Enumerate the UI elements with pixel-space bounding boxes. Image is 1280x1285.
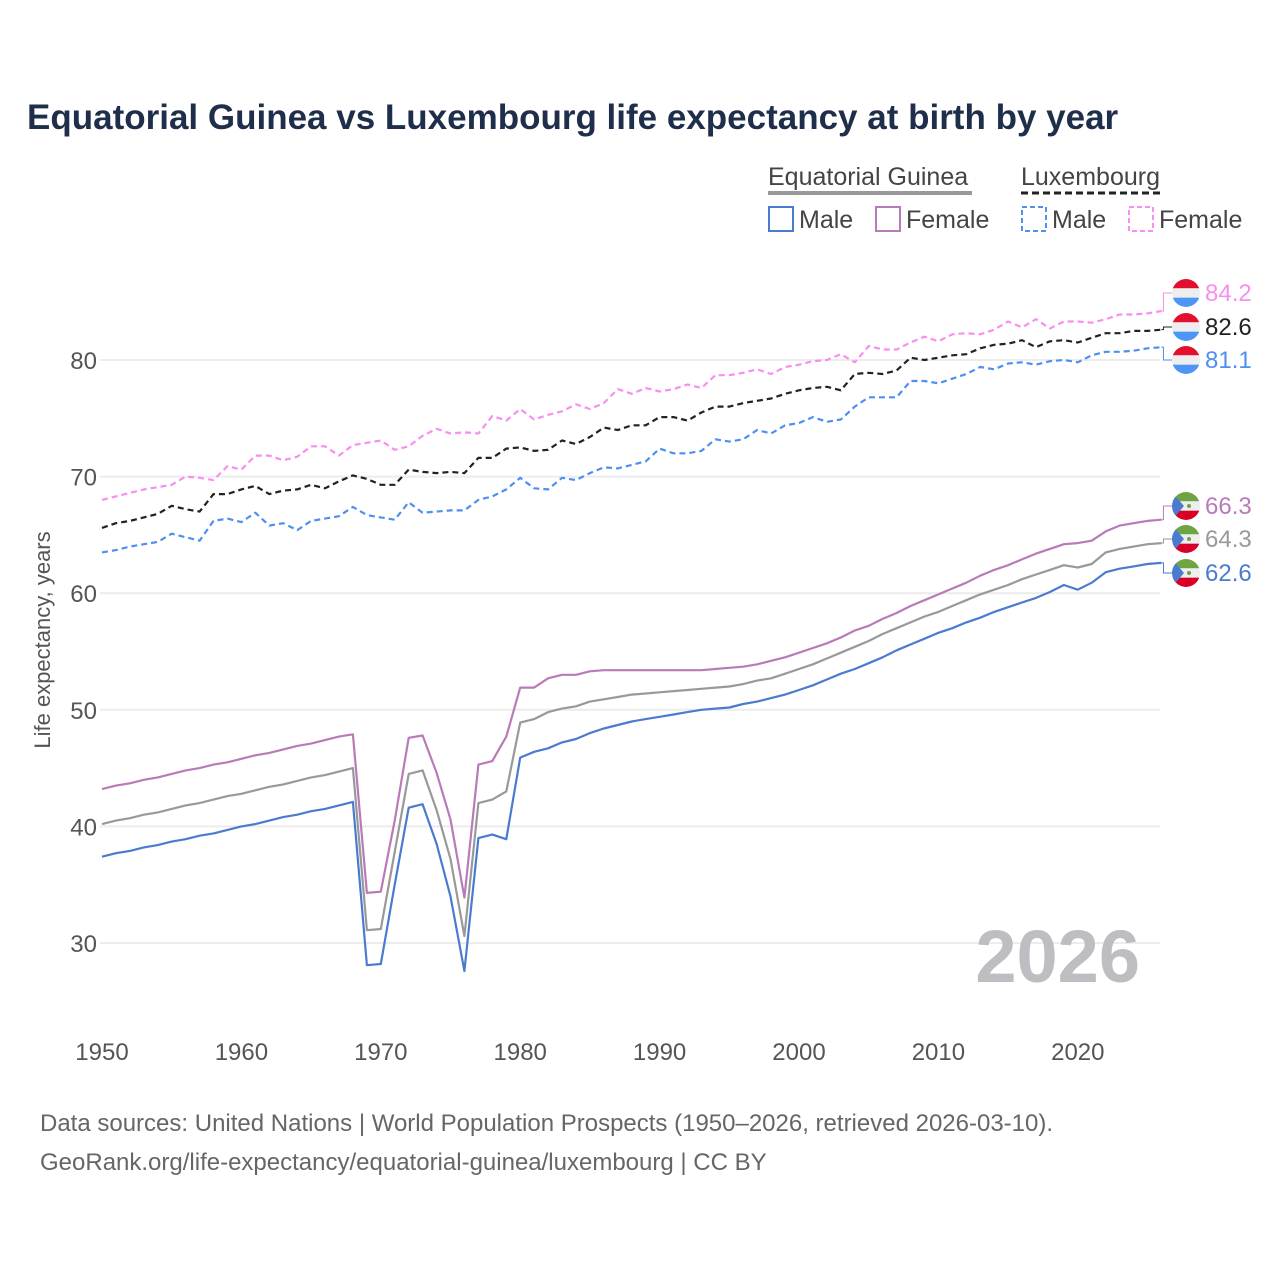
end-value-label: 84.2	[1205, 280, 1252, 307]
x-tick-label: 2000	[772, 1039, 825, 1066]
legend-label-lux-female[interactable]: Female	[1159, 206, 1242, 234]
x-tick-label: 1960	[215, 1039, 268, 1066]
end-value-label: 82.6	[1205, 314, 1252, 341]
y-tick-label: 80	[70, 348, 97, 375]
end-label-connector	[1161, 562, 1172, 574]
end-value-label: 66.3	[1205, 493, 1252, 520]
legend-swatch-lux-male	[1021, 206, 1047, 232]
luxembourg-flag-icon	[1172, 313, 1200, 341]
source-line-2[interactable]: GeoRank.org/life-expectancy/equatorial-g…	[40, 1149, 767, 1176]
end-label-connector	[1161, 346, 1172, 361]
x-tick-label: 1990	[633, 1039, 686, 1066]
end-label-connector	[1161, 292, 1172, 312]
y-axis-label: Life expectancy, years	[30, 531, 55, 748]
gridlines	[100, 359, 1160, 944]
end-label-connector	[1161, 505, 1172, 521]
series-line-equatorial-guinea	[101, 542, 1162, 938]
y-tick-label: 60	[70, 581, 97, 608]
y-tick-label: 50	[70, 698, 97, 725]
series-lines	[101, 309, 1162, 973]
year-watermark: 2026	[975, 915, 1140, 998]
luxembourg-flag-icon	[1172, 346, 1200, 374]
x-tick-label: 1970	[354, 1039, 407, 1066]
legend-swatch-lux-female	[1128, 206, 1154, 232]
legend: Equatorial Guinea Luxembourg Male Female…	[768, 163, 1242, 234]
y-tick-label: 30	[70, 931, 97, 958]
legend-label-eq-female[interactable]: Female	[906, 206, 989, 234]
legend-label-eq-male[interactable]: Male	[799, 206, 853, 234]
legend-swatch-eq-female	[875, 206, 901, 232]
x-tick-label: 2020	[1051, 1039, 1104, 1066]
end-value-label: 62.6	[1205, 560, 1252, 587]
x-tick-label: 1950	[75, 1039, 128, 1066]
chart-title: Equatorial Guinea vs Luxembourg life exp…	[27, 98, 1119, 137]
luxembourg-flag-icon	[1172, 279, 1200, 307]
series-line-equatorial-guinea-female	[101, 518, 1162, 899]
series-line-luxembourg-female	[101, 309, 1162, 501]
series-line-luxembourg	[101, 328, 1162, 529]
end-value-label: 64.3	[1205, 526, 1252, 553]
equatorial-guinea-flag-icon	[1172, 525, 1200, 553]
y-axis-ticks: 30 40 50 60 70 80	[70, 348, 97, 958]
source-line-1: Data sources: United Nations | World Pop…	[40, 1110, 1053, 1137]
legend-swatch-eq-male	[768, 206, 794, 232]
x-axis-ticks: 1950 1960 1970 1980 1990 2000 2010 2020	[75, 1039, 1104, 1066]
legend-group-equatorial-guinea[interactable]: Equatorial Guinea	[768, 163, 968, 191]
legend-label-lux-male[interactable]: Male	[1052, 206, 1106, 234]
end-labels: 84.2 82.6 81.1 66.3 64.3 62.6	[1161, 279, 1252, 587]
x-tick-label: 1980	[494, 1039, 547, 1066]
y-tick-label: 40	[70, 814, 97, 841]
series-line-luxembourg-male	[101, 346, 1162, 554]
end-value-label: 81.1	[1205, 347, 1252, 374]
y-tick-label: 70	[70, 465, 97, 492]
end-label-connector	[1161, 326, 1172, 331]
equatorial-guinea-flag-icon	[1172, 492, 1200, 520]
legend-group-luxembourg[interactable]: Luxembourg	[1021, 163, 1160, 191]
end-label-connector	[1161, 538, 1172, 544]
series-line-equatorial-guinea-male	[101, 561, 1162, 973]
x-tick-label: 2010	[912, 1039, 965, 1066]
equatorial-guinea-flag-icon	[1172, 559, 1200, 587]
